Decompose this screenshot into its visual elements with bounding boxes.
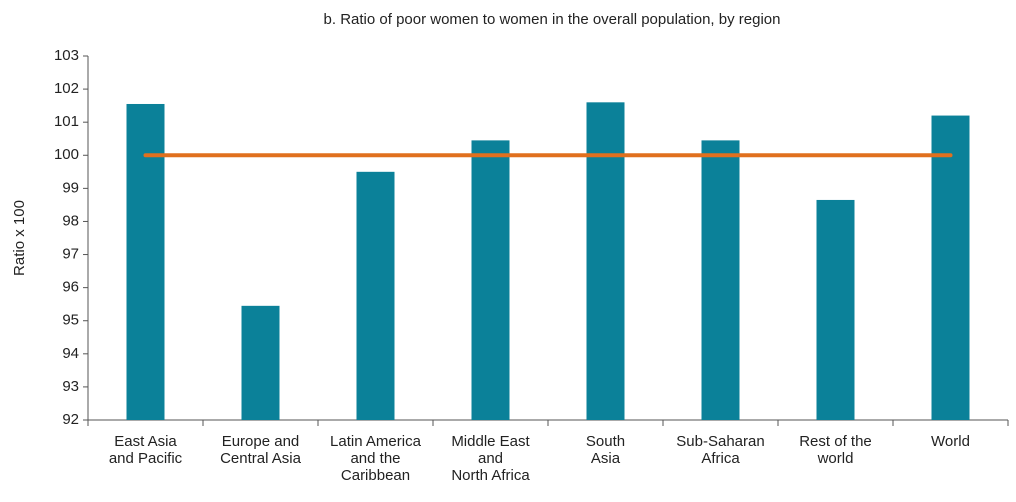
chart-title: b. Ratio of poor women to women in the o… [324,11,781,28]
x-tick-label: Europe and Central Asia [220,433,302,467]
y-tick-label: 92 [62,411,79,428]
y-tick-label: 103 [54,47,79,64]
y-tick-label: 95 [62,312,79,329]
bar [931,115,970,421]
bar [701,140,740,420]
y-tick-label: 102 [54,80,79,97]
x-tick-label: Rest of the world [799,433,872,467]
x-tick-label: East Asia and Pacific [109,433,183,467]
bar [126,103,165,421]
x-tick-label: South Asia [586,433,625,467]
x-tick-label: World [931,433,970,450]
x-tick-label: Sub-Saharan Africa [676,433,764,467]
bar [241,305,280,420]
y-tick-label: 93 [62,378,79,395]
bar [586,102,625,420]
y-tick-label: 99 [62,179,79,196]
bar [816,199,855,420]
y-tick-label: 94 [62,345,79,362]
x-tick-label: Latin America and the Caribbean [330,433,422,484]
y-tick-label: 96 [62,279,79,296]
bar [356,171,395,420]
y-axis-label: Ratio x 100 [11,200,28,276]
y-tick-label: 101 [54,113,79,130]
y-tick-label: 100 [54,146,79,163]
y-tick-label: 98 [62,212,79,229]
bar [471,140,510,420]
x-tick-label: Middle East and North Africa [451,433,530,484]
y-tick-label: 97 [62,246,79,263]
